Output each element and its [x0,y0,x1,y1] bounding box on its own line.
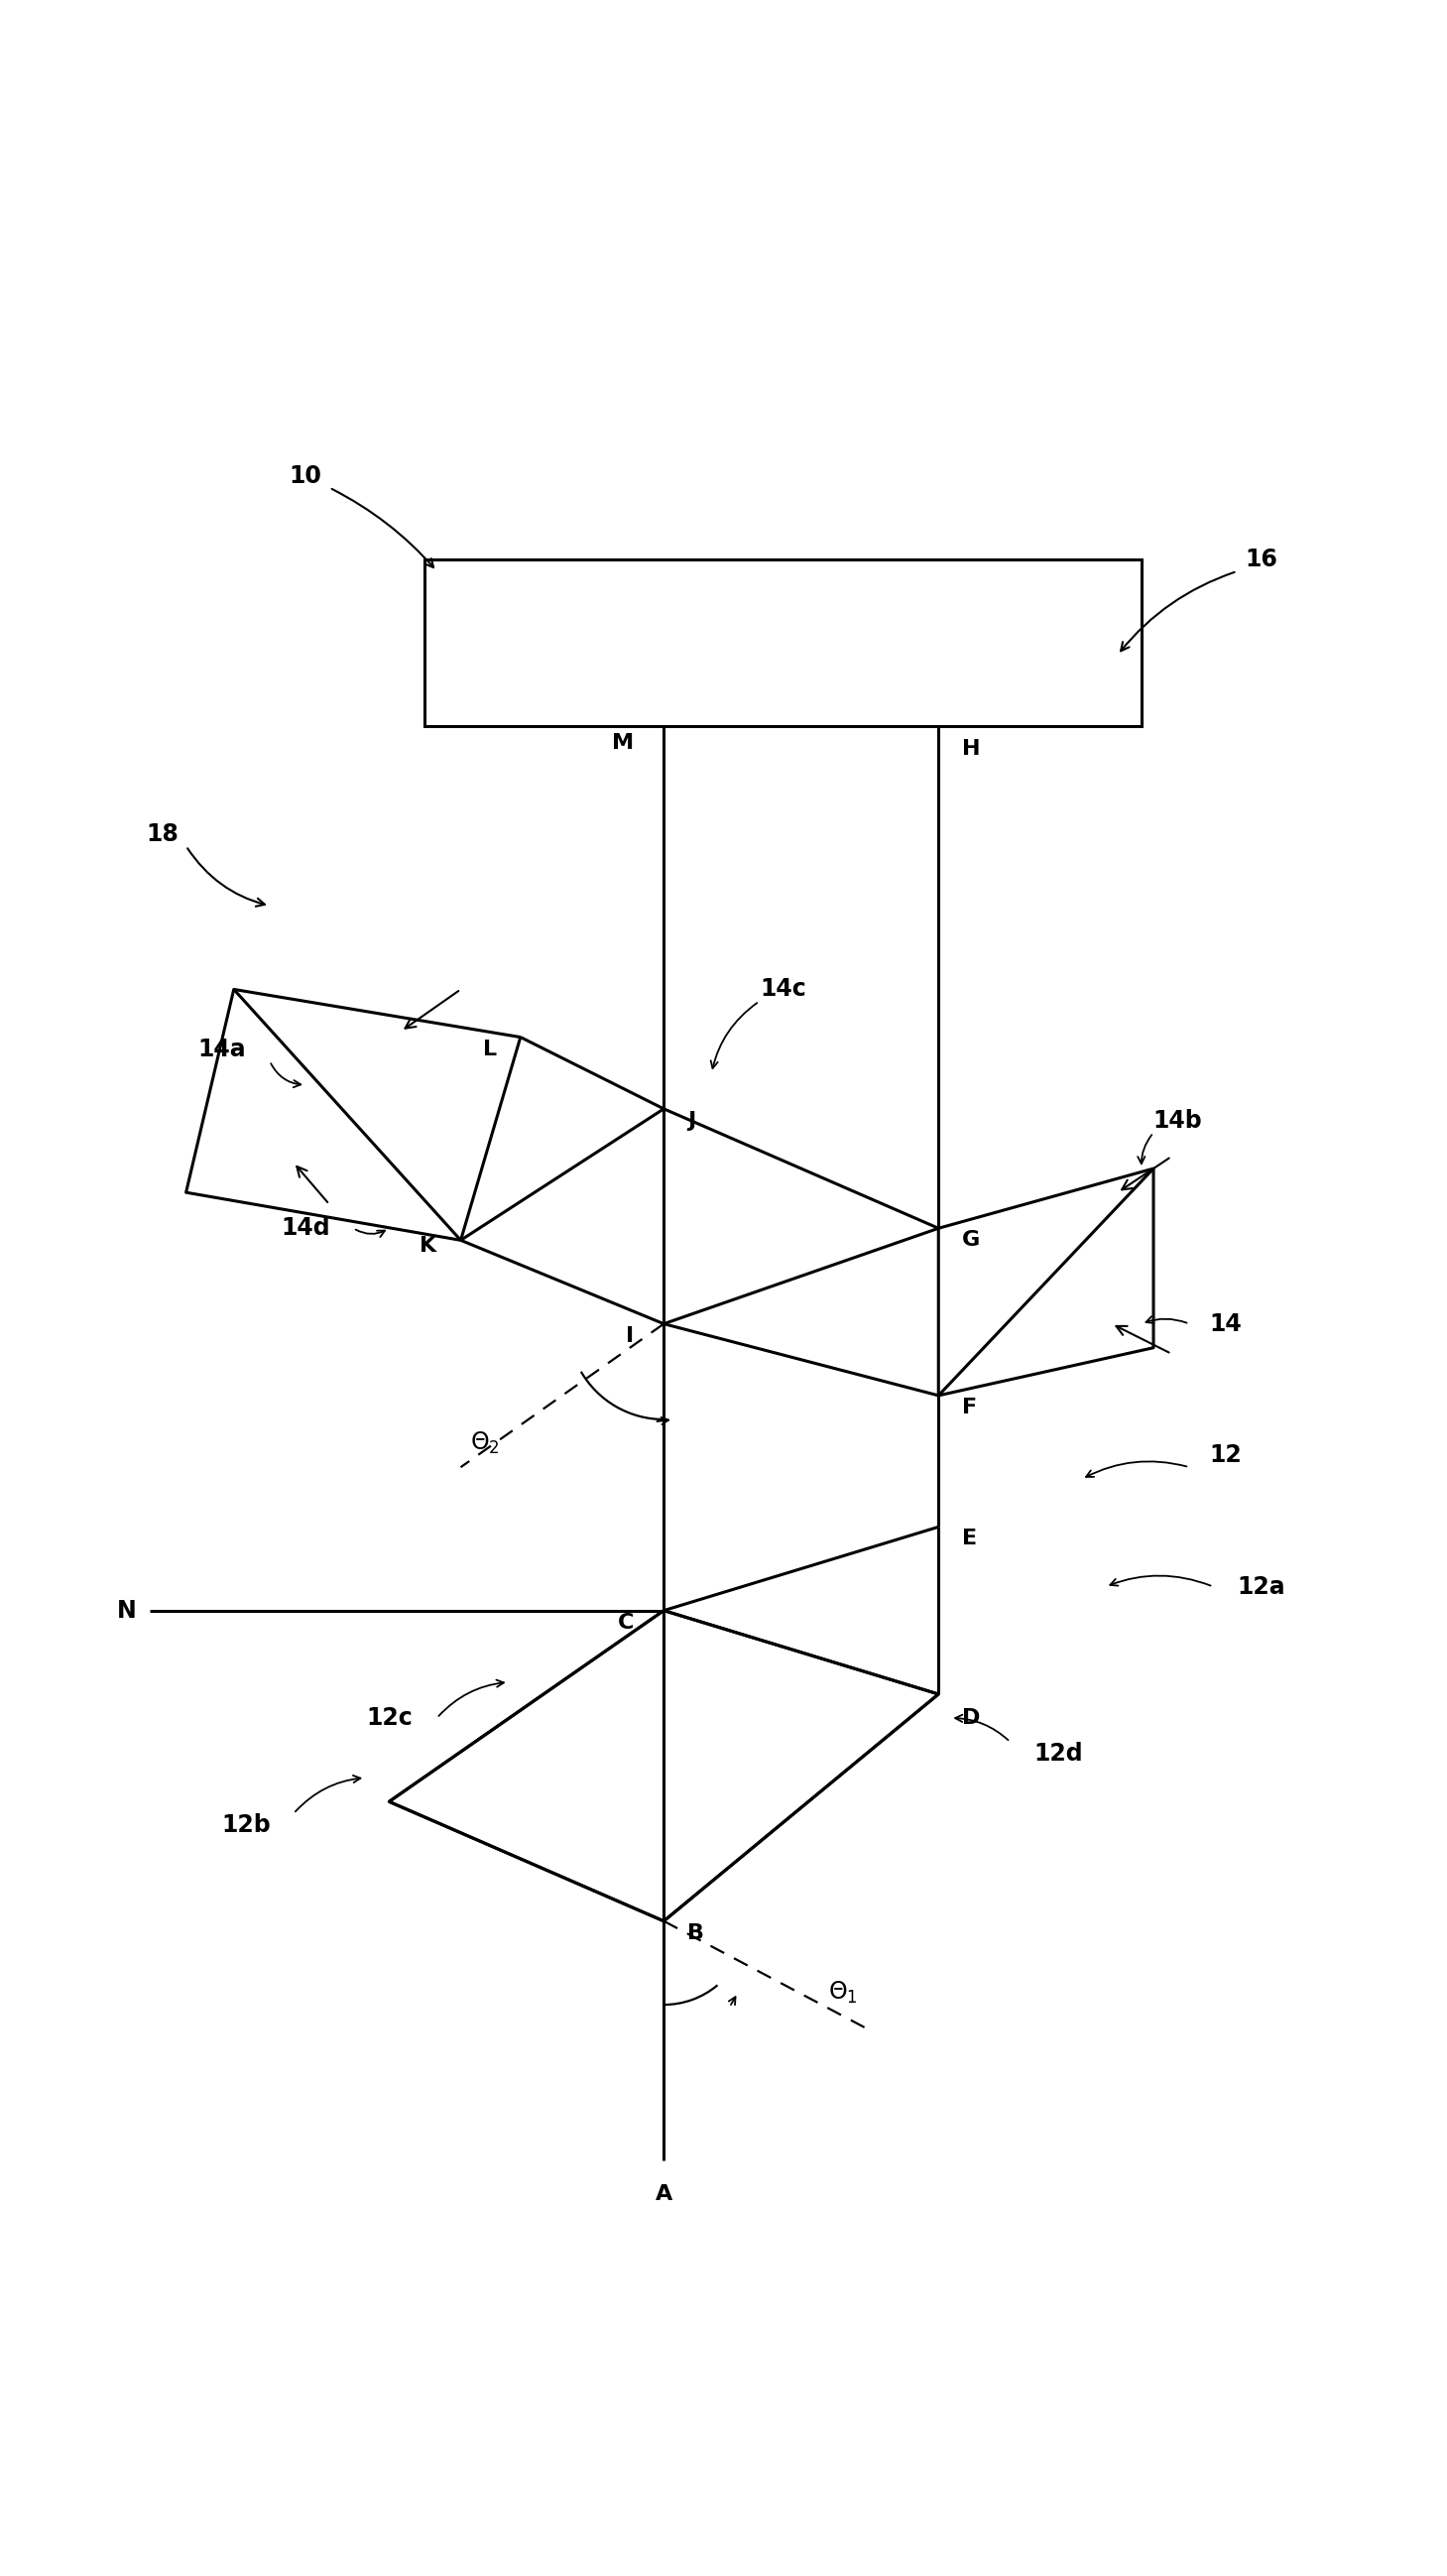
Text: M: M [612,732,634,752]
Text: 16: 16 [1244,549,1278,572]
Bar [425,559,1142,726]
Text: J: J [687,1110,696,1131]
Text: E: E [962,1530,977,1548]
Text: 14: 14 [1208,1311,1242,1337]
Text: I: I [627,1327,634,1345]
Text: B: B [687,1924,705,1942]
Text: 12d: 12d [1033,1741,1082,1765]
Text: D: D [962,1708,981,1728]
Text: $\Theta_1$: $\Theta_1$ [828,1981,858,2007]
Text: 14a: 14a [198,1038,246,1061]
Text: 12: 12 [1208,1443,1242,1468]
Text: 18: 18 [146,822,178,845]
Text: 14b: 14b [1153,1108,1202,1133]
Text: G: G [962,1231,981,1249]
Text: H: H [962,739,981,757]
Text: 12b: 12b [221,1814,271,1837]
Text: A: A [655,2184,673,2202]
Text: 12a: 12a [1237,1574,1285,1600]
Text: $\Theta_2$: $\Theta_2$ [470,1430,499,1455]
Text: 14d: 14d [281,1216,330,1239]
Text: 12c: 12c [366,1705,412,1731]
Text: 14c: 14c [760,976,806,1002]
Text: L: L [482,1038,496,1059]
Text: N: N [117,1600,136,1623]
Text: C: C [618,1613,634,1633]
Text: 10: 10 [289,464,321,487]
Text: F: F [962,1399,977,1417]
Text: K: K [420,1236,437,1257]
